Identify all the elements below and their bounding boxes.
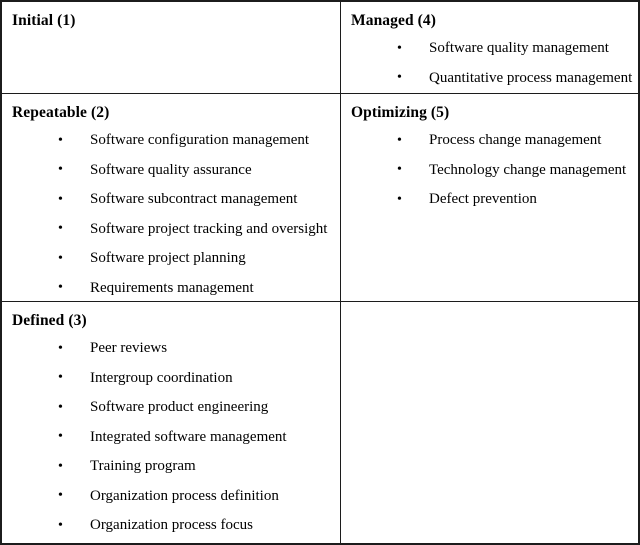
kpa-label: Organization process focus: [90, 517, 254, 534]
list-item: • Software product engineering: [12, 393, 332, 423]
repeatable-kpa-list: • Software configuration management • So…: [12, 126, 332, 302]
cell-title-repeatable: Repeatable (2): [12, 104, 110, 121]
kpa-label: Software quality management: [429, 40, 609, 57]
cell-optimizing: Optimizing (5) • Process change manageme…: [341, 94, 638, 302]
kpa-label: Defect prevention: [429, 191, 537, 208]
kpa-label: Software product engineering: [90, 399, 269, 416]
list-item: • Requirements management: [12, 274, 332, 302]
cell-title-defined: Defined (3): [12, 312, 87, 329]
kpa-label: Intergroup coordination: [90, 369, 233, 386]
kpa-label: Software subcontract management: [90, 191, 298, 208]
list-item: • Process change management: [351, 126, 630, 156]
list-item: • Training program: [12, 452, 332, 482]
bullet-icon: •: [58, 370, 63, 386]
list-item: • Organization process definition: [12, 482, 332, 512]
kpa-label: Process change management: [429, 132, 602, 149]
list-item: • Quantitative process management: [351, 64, 633, 94]
bullet-icon: •: [397, 132, 402, 148]
bullet-icon: •: [397, 162, 402, 178]
cell-empty: [341, 302, 638, 543]
bullet-icon: •: [58, 162, 63, 178]
bullet-icon: •: [397, 40, 402, 56]
kpa-label: Technology change management: [429, 161, 627, 178]
managed-kpa-list: • Software quality management • Quantita…: [351, 34, 633, 94]
kpa-label: Quantitative process management: [429, 69, 633, 86]
bullet-icon: •: [58, 250, 63, 266]
defined-kpa-list: • Peer reviews • Intergroup coordination…: [12, 334, 332, 541]
list-item: • Technology change management: [351, 156, 630, 186]
list-item: • Software quality assurance: [12, 156, 332, 186]
list-item: • Defect prevention: [351, 185, 630, 215]
kpa-label: Integrated software management: [90, 428, 287, 445]
bullet-icon: •: [58, 221, 63, 237]
cell-initial: Initial (1): [2, 2, 341, 94]
kpa-label: Software project planning: [90, 250, 246, 267]
bullet-icon: •: [58, 488, 63, 504]
list-item: • Intergroup coordination: [12, 364, 332, 394]
list-item: • Software project planning: [12, 244, 332, 274]
list-item: • Organization process focus: [12, 511, 332, 541]
kpa-label: Software quality assurance: [90, 161, 252, 178]
bullet-icon: •: [58, 340, 63, 356]
cell-title-optimizing: Optimizing (5): [351, 104, 450, 121]
list-item: • Integrated software management: [12, 423, 332, 453]
bullet-icon: •: [58, 517, 63, 533]
list-item: • Software quality management: [351, 34, 630, 64]
bullet-icon: •: [58, 132, 63, 148]
cell-title-managed: Managed (4): [351, 12, 437, 29]
bullet-icon: •: [58, 280, 63, 296]
kpa-label: Requirements management: [90, 279, 254, 296]
kpa-label: Organization process definition: [90, 487, 279, 504]
bullet-icon: •: [58, 429, 63, 445]
cell-defined: Defined (3) • Peer reviews • Intergroup …: [2, 302, 341, 543]
bullet-icon: •: [58, 458, 63, 474]
cell-title-initial: Initial (1): [12, 12, 76, 29]
list-item: • Software subcontract management: [12, 185, 332, 215]
list-item: • Software project tracking and oversigh…: [12, 215, 332, 245]
bullet-icon: •: [397, 191, 402, 207]
list-item: • Software configuration management: [12, 126, 332, 156]
bullet-icon: •: [397, 70, 402, 86]
kpa-label: Software configuration management: [90, 132, 310, 149]
list-item: • Peer reviews: [12, 334, 332, 364]
optimizing-kpa-list: • Process change management • Technology…: [351, 126, 630, 215]
kpa-label: Software project tracking and oversight: [90, 220, 328, 237]
bullet-icon: •: [58, 191, 63, 207]
kpa-label: Peer reviews: [90, 340, 168, 357]
bullet-icon: •: [58, 399, 63, 415]
cell-managed: Managed (4) • Software quality managemen…: [341, 2, 638, 94]
kpa-label: Training program: [90, 458, 196, 475]
cell-repeatable: Repeatable (2) • Software configuration …: [2, 94, 341, 302]
